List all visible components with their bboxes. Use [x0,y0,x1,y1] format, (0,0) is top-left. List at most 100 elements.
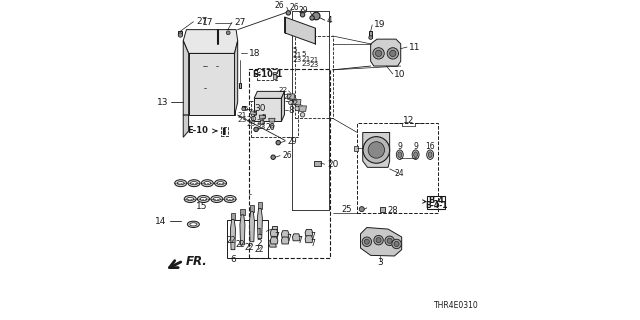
Polygon shape [293,100,301,105]
Circle shape [269,124,274,128]
Circle shape [300,12,305,17]
Text: 29: 29 [288,137,298,146]
Circle shape [276,140,280,145]
Bar [240,209,244,215]
Text: 5: 5 [262,114,266,120]
Polygon shape [254,92,285,98]
Bar [250,205,254,212]
Bar [249,69,330,258]
Ellipse shape [213,197,220,201]
Circle shape [376,238,381,243]
Ellipse shape [272,108,278,113]
Circle shape [368,142,385,158]
Polygon shape [282,231,289,238]
Text: 21: 21 [292,52,301,58]
Polygon shape [371,39,401,66]
Text: THR4E0310: THR4E0310 [434,300,479,309]
Polygon shape [270,229,278,236]
Bar [179,31,182,35]
Text: B-4: B-4 [428,196,444,205]
Circle shape [310,16,314,20]
Bar [314,161,321,166]
Ellipse shape [194,61,204,71]
Polygon shape [259,115,266,119]
Ellipse shape [205,61,216,71]
Polygon shape [250,212,255,242]
Text: ▌: ▌ [222,128,227,135]
Ellipse shape [187,197,194,201]
Ellipse shape [191,59,207,74]
Text: 24: 24 [395,169,404,178]
Text: 21: 21 [247,116,256,122]
Bar [354,146,358,151]
Polygon shape [183,115,189,137]
Polygon shape [257,209,262,239]
Ellipse shape [412,150,419,159]
Text: 3: 3 [377,259,383,268]
Text: 21: 21 [310,57,319,63]
Polygon shape [269,118,275,122]
Text: B-4-1: B-4-1 [425,202,447,211]
Text: 4: 4 [327,16,333,25]
Bar [257,68,277,80]
Text: 23: 23 [301,60,311,67]
Circle shape [364,239,369,244]
Text: 19: 19 [374,20,385,29]
Text: 5: 5 [243,107,248,112]
Bar [227,29,230,33]
Text: 8: 8 [289,107,294,116]
Bar [357,123,438,213]
Ellipse shape [211,196,223,203]
Ellipse shape [207,84,215,92]
Circle shape [387,48,399,59]
Circle shape [178,33,182,37]
Ellipse shape [175,180,187,187]
Text: 22: 22 [284,94,293,100]
Ellipse shape [427,150,434,159]
Ellipse shape [198,196,209,203]
Circle shape [394,241,399,246]
Circle shape [300,113,305,117]
Text: 20: 20 [327,160,339,169]
Text: 5: 5 [301,51,307,57]
Polygon shape [299,106,307,111]
Circle shape [312,12,320,20]
Ellipse shape [265,108,271,113]
Ellipse shape [188,221,200,228]
Text: 25: 25 [342,204,352,214]
Bar [217,40,220,44]
Bar [369,31,372,37]
Circle shape [390,50,396,57]
Circle shape [359,207,364,212]
Circle shape [260,121,264,125]
Bar [258,202,262,209]
Polygon shape [282,237,289,244]
Circle shape [254,127,259,132]
Text: E-10-1: E-10-1 [252,70,282,79]
Text: 23: 23 [238,117,247,123]
Text: 26: 26 [266,123,275,132]
Polygon shape [250,111,257,115]
Text: 22: 22 [235,240,244,249]
Text: 7: 7 [310,233,315,242]
Ellipse shape [202,180,213,187]
Polygon shape [272,226,277,236]
Bar [251,101,298,137]
Bar [427,196,445,209]
Ellipse shape [188,180,200,187]
Text: 21: 21 [238,112,247,118]
Polygon shape [285,17,316,44]
Ellipse shape [224,196,236,203]
Text: 9: 9 [413,142,418,151]
Text: 26: 26 [283,151,292,160]
Circle shape [362,237,372,246]
Text: 23: 23 [247,121,256,127]
Polygon shape [360,228,402,256]
Text: 6: 6 [231,255,236,264]
Ellipse shape [396,150,403,159]
Ellipse shape [217,82,230,95]
Text: 9: 9 [397,142,402,151]
Text: 28: 28 [387,205,397,215]
Text: 23: 23 [292,57,301,63]
Text: 7: 7 [287,234,291,243]
